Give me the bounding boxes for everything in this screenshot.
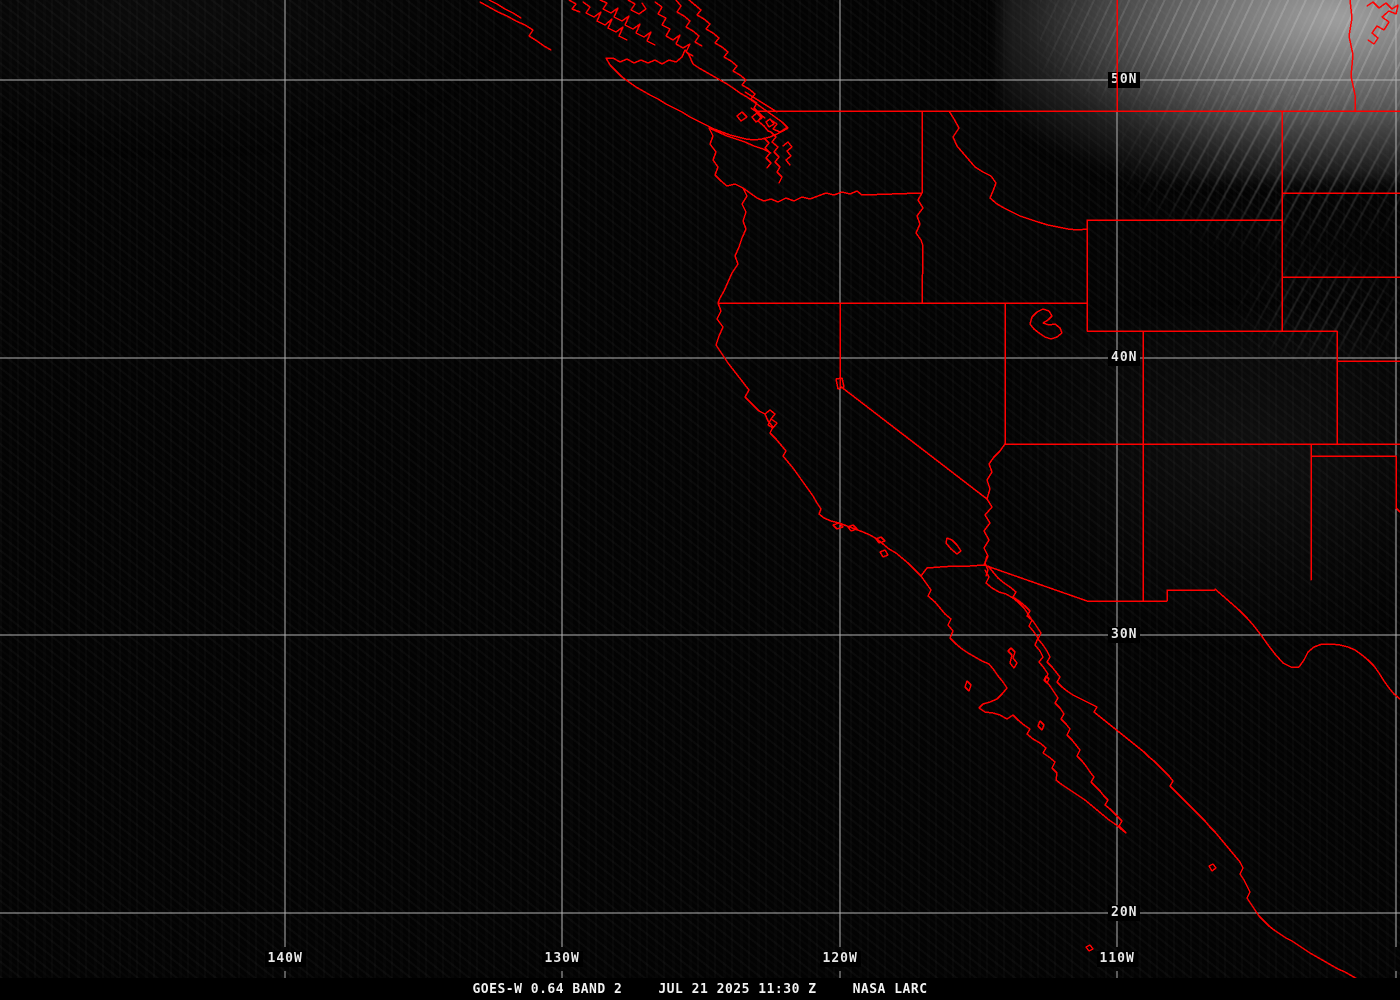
lat-label-50N: 50N xyxy=(1108,72,1141,88)
island-catalina xyxy=(875,536,886,544)
islands-bc-e xyxy=(654,1,694,57)
island-cedros xyxy=(964,680,972,692)
border-wa-or-columbia-river xyxy=(742,187,923,203)
border-ca-mexico xyxy=(920,564,985,577)
islands-gulf-texada xyxy=(744,91,778,113)
cloud-streak-texture-top-right xyxy=(1040,0,1400,125)
sound-puget-east xyxy=(782,141,793,166)
coast-ca-north xyxy=(715,302,766,415)
islands-bc-c xyxy=(599,0,656,46)
lon-label-140W: 140W xyxy=(264,951,306,967)
caption-instrument: GOES-W 0.64 BAND 2 xyxy=(472,981,623,997)
islands-bc-d xyxy=(627,0,647,15)
lake-salton-sea xyxy=(945,537,962,555)
islands-bc-a xyxy=(582,1,628,41)
border-ca-nv-diagonal xyxy=(839,385,988,500)
border-nm-bootheel xyxy=(1166,589,1216,602)
islands-tres-marias xyxy=(1085,944,1094,952)
lat-label-40N: 40N xyxy=(1108,350,1141,366)
coast-baja-gulf xyxy=(984,569,1127,834)
island-san-clemente xyxy=(879,549,889,558)
islands-gulf-texada2 xyxy=(750,107,766,119)
scanline-noise-texture xyxy=(0,0,1400,978)
islands-san-juan-b xyxy=(751,112,763,123)
lat-label-30N: 30N xyxy=(1108,627,1141,643)
island-gulf-b xyxy=(1043,675,1050,684)
coast-or xyxy=(717,187,748,304)
cloud-haze-southeast xyxy=(1010,320,1400,640)
island-vancouver xyxy=(605,49,789,141)
coast-bc-fjords xyxy=(675,0,703,47)
coast-ca-central xyxy=(764,413,825,519)
island-angel-de-la-guarda xyxy=(1007,647,1018,669)
coast-baja-pacific xyxy=(920,575,1127,834)
bay-san-francisco xyxy=(764,409,778,429)
border-or-id-snake-river xyxy=(915,192,924,304)
caption-bar: GOES-W 0.64 BAND 2 JUL 21 2025 11:30 Z N… xyxy=(0,978,1400,1000)
cloud-streaks-montana xyxy=(1115,95,1400,255)
lon-label-110W: 110W xyxy=(1096,951,1138,967)
island-gulf-a xyxy=(1037,720,1045,731)
lake-tahoe xyxy=(835,377,845,390)
cloud-mass-top-right xyxy=(1000,0,1400,180)
coast-ca-south xyxy=(823,517,922,577)
cloud-streaks-wyoming xyxy=(1230,245,1400,370)
coast-wa xyxy=(708,127,744,189)
islands-bc-chain-nw2 xyxy=(488,0,522,19)
lake-scribble-manitoba xyxy=(1366,1,1399,45)
river-rio-grande xyxy=(1214,588,1400,700)
caption-credit: NASA LARC xyxy=(852,981,928,997)
caption-datetime: JUL 21 2025 11:30 Z xyxy=(658,981,817,997)
border-tx-ok-100w xyxy=(1395,455,1400,513)
coast-sonora-sinaloa xyxy=(987,565,1381,1000)
islands-san-juan-a xyxy=(736,111,748,122)
islands-bc-b xyxy=(568,0,581,13)
lat-label-20N: 20N xyxy=(1108,905,1141,921)
sound-puget-hood xyxy=(763,137,772,169)
islands-gulf-loops xyxy=(770,119,787,133)
island-channel-b xyxy=(847,524,858,532)
lon-label-120W: 120W xyxy=(819,951,861,967)
islands-san-juan-c xyxy=(765,118,775,128)
border-nv-az-colorado-river xyxy=(986,443,1006,500)
coast-bc-mainland xyxy=(688,0,758,112)
island-sinaloa xyxy=(1208,863,1217,872)
islands-bc-chain-nw xyxy=(479,1,552,51)
cloud-haze-northwest xyxy=(0,0,500,150)
border-id-mt xyxy=(948,110,1088,231)
border-az-mexico-diagonal xyxy=(983,564,1088,602)
border-ca-az-colorado-river xyxy=(983,498,993,566)
island-channel-a xyxy=(832,522,844,530)
river-colorado-delta xyxy=(984,555,989,577)
lake-great-salt xyxy=(1029,308,1063,340)
lon-label-130W: 130W xyxy=(541,951,583,967)
sound-puget-main xyxy=(756,110,783,184)
border-sk-mb xyxy=(1348,0,1356,112)
coast-strait-juan-de-fuca xyxy=(708,127,772,154)
